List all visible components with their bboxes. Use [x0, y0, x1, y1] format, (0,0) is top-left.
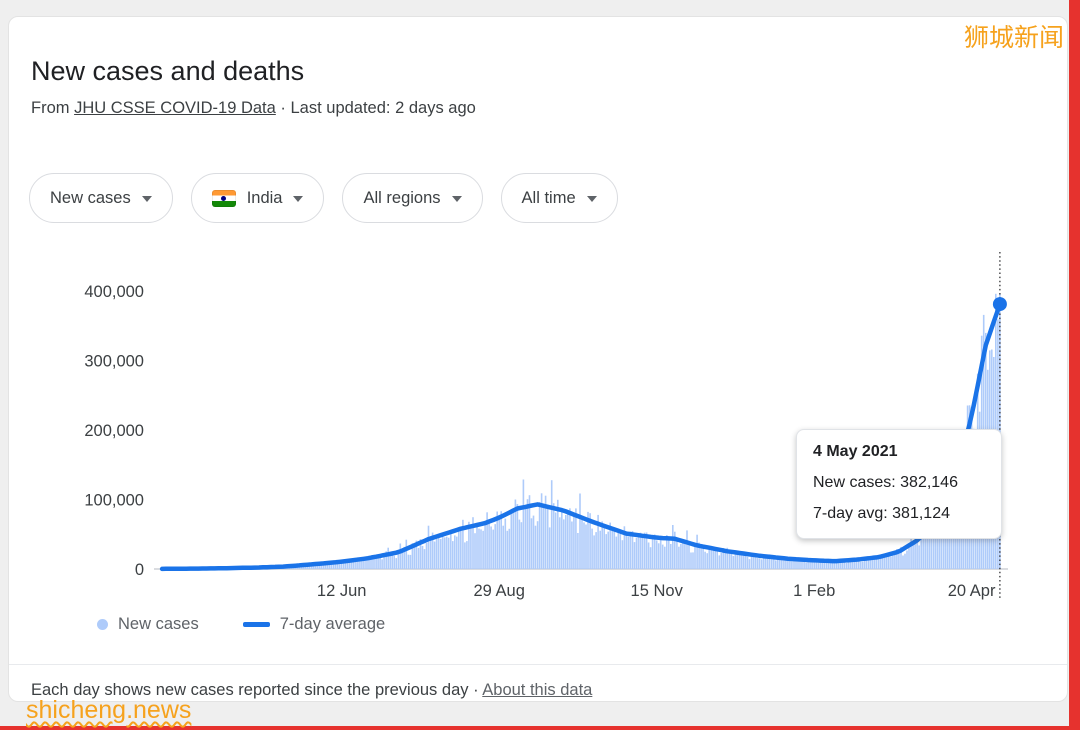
region-dropdown-label: All regions — [363, 188, 441, 207]
about-this-data-link[interactable]: About this data — [482, 681, 593, 699]
watermark-top-right: 狮城新闻 — [963, 24, 1064, 52]
seven-day-average-line — [159, 301, 1003, 572]
footnote-separator: · — [468, 681, 483, 699]
page-title: New cases and deaths — [31, 56, 305, 86]
x-tick-label: 1 Feb — [793, 582, 835, 600]
y-tick-label: 0 — [135, 561, 144, 579]
x-tick-label: 29 Aug — [474, 582, 525, 600]
chevron-down-icon — [293, 196, 304, 202]
watermark-bottom-left: shicheng.news — [26, 696, 192, 724]
x-tick-label: 15 Nov — [631, 582, 684, 600]
footnote-text: Each day shows new cases reported since … — [31, 681, 469, 699]
tooltip-new-cases: New cases: 382,146 — [813, 474, 958, 491]
chevron-down-icon — [141, 196, 152, 202]
last-updated-text: Last updated: 2 days ago — [290, 99, 476, 117]
red-edge-strip-right — [1069, 0, 1080, 730]
legend-seven-day-average-label: 7-day average — [279, 615, 386, 633]
metric-dropdown[interactable]: New cases — [29, 173, 173, 223]
legend-item-seven-day-average: 7-day average — [242, 615, 386, 634]
time-range-dropdown[interactable]: All time — [500, 173, 618, 223]
legend-item-new-cases: New cases — [97, 615, 199, 634]
india-flag-icon — [211, 189, 236, 207]
y-tick-label: 300,000 — [84, 353, 144, 371]
country-dropdown[interactable]: India — [190, 173, 325, 223]
chevron-down-icon — [451, 196, 462, 202]
covid-stats-card: New cases and deaths From JHU CSSE COVID… — [8, 16, 1068, 702]
time-range-dropdown-label: All time — [521, 188, 576, 207]
y-tick-label: 400,000 — [84, 283, 144, 301]
red-edge-strip-bottom — [0, 726, 1080, 730]
filter-chips-row: New cases India All regions All time — [29, 173, 1067, 223]
tooltip-date: 4 May 2021 — [813, 443, 898, 460]
source-prefix: From — [31, 99, 75, 117]
chevron-down-icon — [586, 196, 597, 202]
source-link[interactable]: JHU CSSE COVID-19 Data — [74, 99, 276, 117]
seven-day-average-swatch-icon — [242, 622, 270, 627]
cases-chart[interactable]: 0 100,000 200,000 300,000 400,000 12 Jun 29 Au… — [31, 249, 1041, 601]
source-line: From JHU CSSE COVID-19 Data · Last updat… — [31, 97, 1067, 119]
chart-legend: New cases 7-day average — [97, 615, 1067, 634]
source-separator: · — [275, 99, 291, 117]
metric-dropdown-label: New cases — [50, 188, 131, 207]
chart-footnote: Each day shows new cases reported since … — [9, 664, 1067, 700]
y-tick-label: 100,000 — [84, 492, 144, 510]
highlight-marker — [992, 297, 1007, 312]
chart-area: 0 100,000 200,000 300,000 400,000 12 Jun 29 Au… — [31, 249, 1041, 601]
legend-new-cases-label: New cases — [118, 615, 199, 633]
new-cases-swatch-icon — [97, 619, 108, 630]
country-dropdown-label: India — [246, 188, 283, 207]
x-tick-label: 20 Apr — [948, 582, 996, 600]
y-tick-label: 200,000 — [84, 422, 144, 440]
region-dropdown[interactable]: All regions — [342, 173, 483, 223]
tooltip-seven-day-avg: 7-day avg: 381,124 — [813, 505, 950, 522]
chart-tooltip: 4 May 2021 New cases: 382,146 7-day avg:… — [796, 429, 1002, 539]
x-tick-label: 12 Jun — [317, 582, 367, 600]
